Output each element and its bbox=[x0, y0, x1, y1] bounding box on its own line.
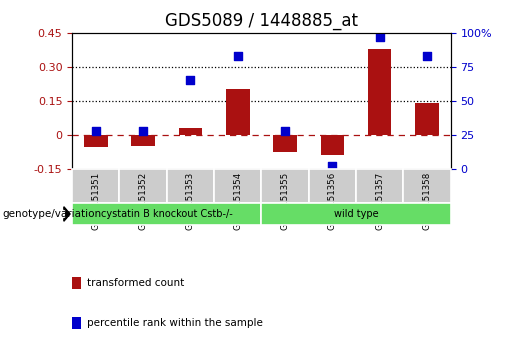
Bar bbox=[368, 49, 391, 135]
Text: GSM1151356: GSM1151356 bbox=[328, 172, 337, 230]
Text: percentile rank within the sample: percentile rank within the sample bbox=[87, 318, 263, 328]
Text: cystatin B knockout Cstb-/-: cystatin B knockout Cstb-/- bbox=[101, 209, 233, 219]
Bar bbox=[167, 169, 214, 203]
Text: GSM1151355: GSM1151355 bbox=[281, 172, 289, 230]
Text: GSM1151353: GSM1151353 bbox=[186, 172, 195, 230]
Bar bbox=[308, 169, 356, 203]
Point bbox=[186, 77, 195, 83]
Bar bbox=[214, 169, 261, 203]
Bar bbox=[131, 135, 155, 146]
Bar bbox=[84, 135, 108, 147]
Bar bbox=[261, 203, 451, 225]
Bar bbox=[72, 169, 119, 203]
Text: GSM1151357: GSM1151357 bbox=[375, 172, 384, 230]
Point bbox=[281, 128, 289, 134]
Bar bbox=[72, 203, 261, 225]
Bar bbox=[415, 103, 439, 135]
Text: wild type: wild type bbox=[334, 209, 379, 219]
Bar bbox=[226, 89, 250, 135]
Point bbox=[375, 34, 384, 40]
Text: genotype/variation: genotype/variation bbox=[3, 209, 101, 219]
Bar bbox=[356, 169, 403, 203]
Text: transformed count: transformed count bbox=[87, 278, 184, 288]
Text: GSM1151351: GSM1151351 bbox=[91, 172, 100, 230]
Bar bbox=[261, 169, 308, 203]
Bar bbox=[179, 128, 202, 135]
Point bbox=[139, 128, 147, 134]
Text: GSM1151352: GSM1151352 bbox=[139, 172, 148, 230]
Bar bbox=[119, 169, 167, 203]
Bar bbox=[320, 135, 344, 155]
Point bbox=[92, 128, 100, 134]
Point bbox=[423, 53, 431, 59]
Title: GDS5089 / 1448885_at: GDS5089 / 1448885_at bbox=[165, 12, 358, 30]
Point bbox=[328, 163, 336, 169]
Text: GSM1151354: GSM1151354 bbox=[233, 172, 242, 230]
Point bbox=[234, 53, 242, 59]
Bar bbox=[273, 135, 297, 152]
Bar bbox=[403, 169, 451, 203]
Text: GSM1151358: GSM1151358 bbox=[422, 172, 432, 230]
